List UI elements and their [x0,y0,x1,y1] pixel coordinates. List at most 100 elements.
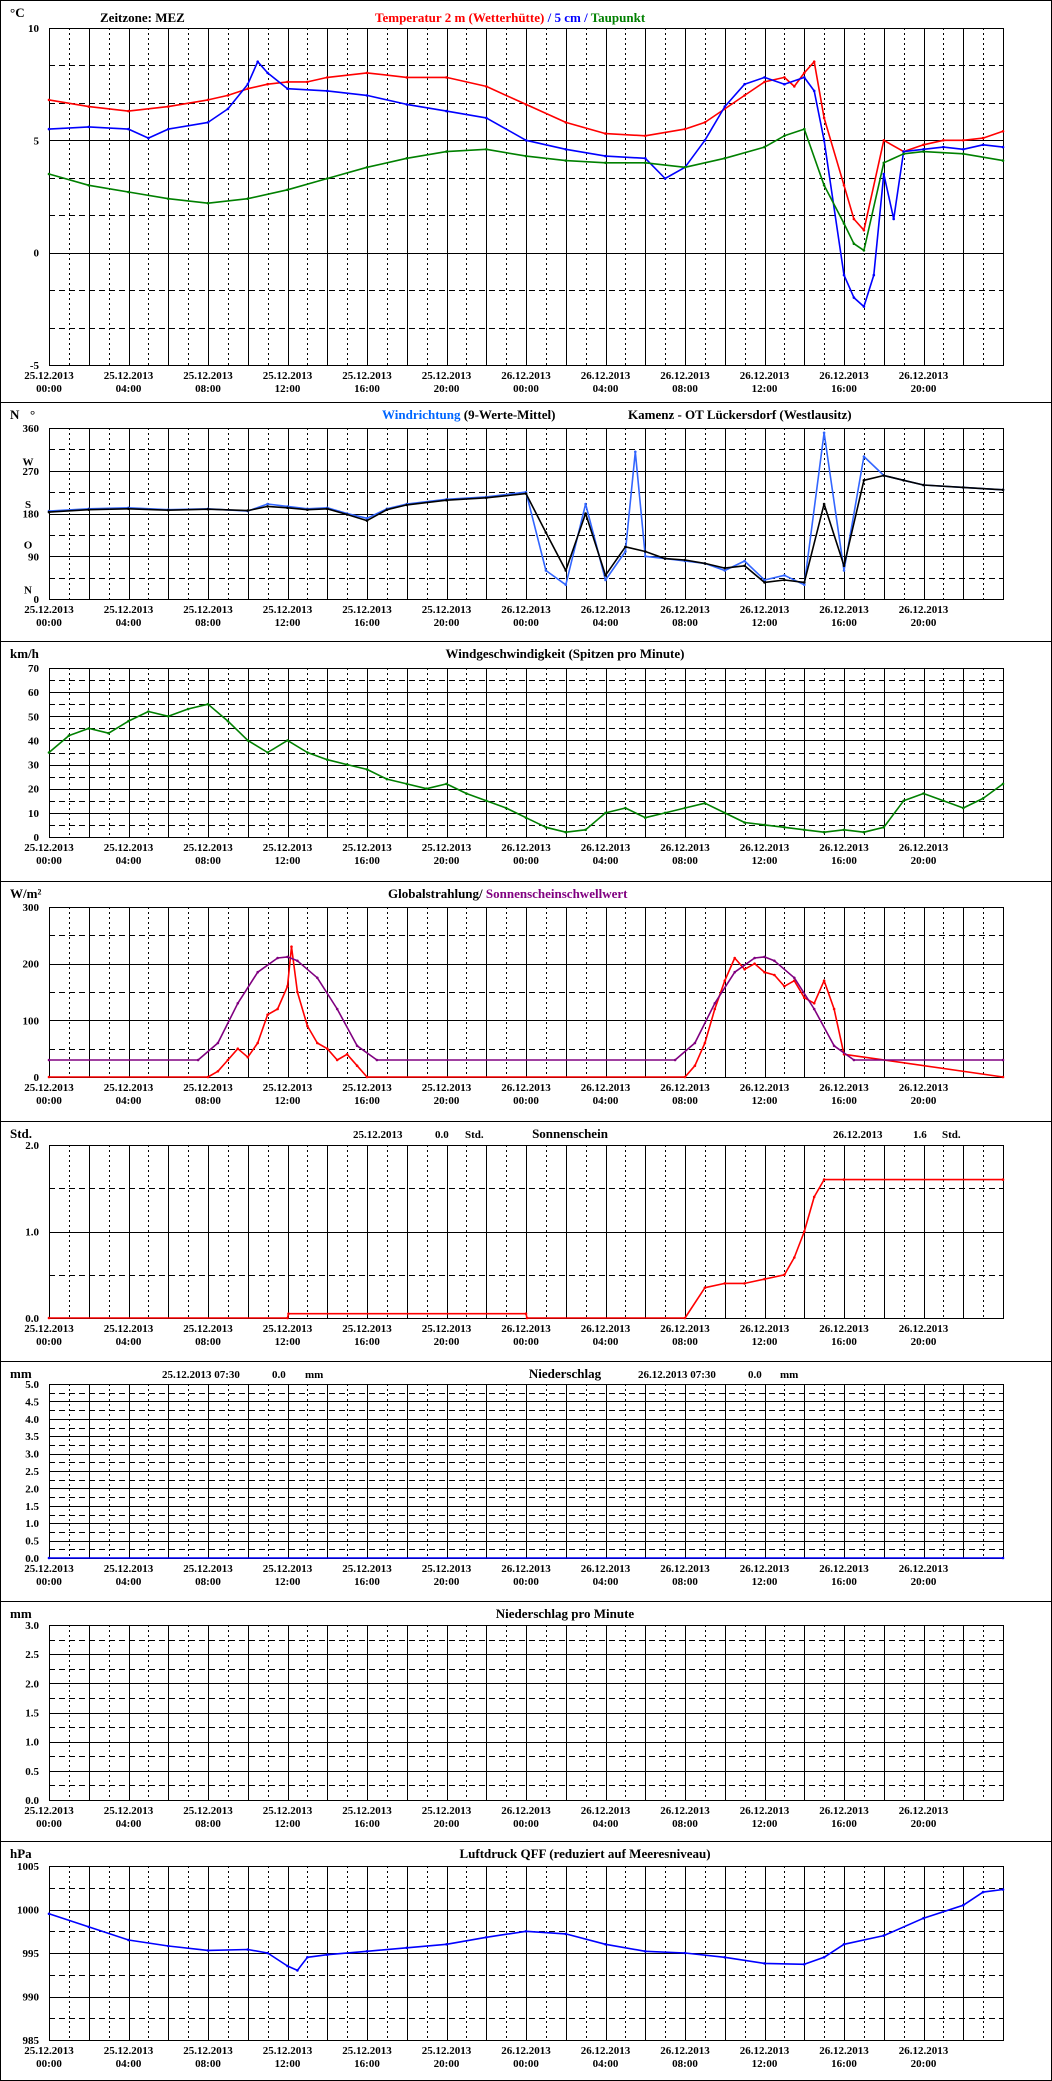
y-tick-label: 985 [23,2035,40,2047]
data-point [286,1964,289,1968]
day-total-unit: Std. [942,1129,961,1141]
x-tick-time: 04:00 [116,1095,142,1107]
x-tick-time: 04:00 [593,2058,619,2070]
series-luftdruck-qff [47,1888,1005,1972]
data-point [405,503,409,507]
data-point [67,734,71,737]
series-9-werte-mittel [47,474,1005,584]
data-point [763,578,766,582]
series-sonnenschein [47,1178,1005,1320]
data-point [663,557,667,560]
x-tick-time: 04:00 [593,1095,619,1107]
plot-frame [49,428,1004,600]
data-point [147,136,150,140]
x-tick-date: 25.12.2013 [183,1563,233,1575]
y-tick-label: 2.0 [25,1140,39,1152]
x-tick-date: 26.12.2013 [819,1082,869,1094]
chart-title-part: 5 cm [554,10,581,25]
data-point [892,217,895,221]
data-point [326,1047,329,1050]
data-point [326,89,329,93]
chart-title-part: Windrichtung [382,407,461,422]
data-point [236,1002,240,1005]
data-point [246,197,250,200]
data-point [604,132,607,135]
data-point [703,562,707,565]
x-tick-time: 08:00 [195,383,221,395]
data-point [445,76,448,79]
y-tick-label: 360 [23,423,40,435]
data-point [405,76,409,79]
x-tick-time: 04:00 [116,617,142,629]
day-total-value: 0.0 [435,1129,449,1141]
x-tick-time: 20:00 [911,855,937,867]
y-unit-label: °C [10,5,25,20]
x-tick-date: 25.12.2013 [24,1805,74,1817]
series-line [48,1888,1004,1972]
data-point [842,569,846,572]
data-point [87,184,91,187]
data-point [524,139,528,142]
data-point [1001,1075,1005,1079]
data-point [196,1058,200,1062]
x-tick-time: 00:00 [36,1818,62,1830]
x-tick-date: 25.12.2013 [342,1082,392,1094]
data-point [167,508,170,512]
x-tick-date: 25.12.2013 [104,1805,154,1817]
chart-title-part: Taupunkt [591,10,646,25]
x-tick-time: 16:00 [831,2058,857,2070]
data-point [206,201,210,205]
x-tick-time: 20:00 [911,1818,937,1830]
x-tick-date: 25.12.2013 [422,604,472,616]
data-point [365,517,369,520]
data-point [773,973,776,977]
data-point [216,1070,220,1073]
data-point [246,82,250,86]
data-point [763,1277,766,1281]
x-tick-date: 26.12.2013 [501,370,551,382]
data-point [803,71,806,75]
plot-frame [49,28,1004,366]
data-point [385,777,389,781]
data-point [743,564,746,568]
y-tick-label: 1.0 [25,1737,39,1749]
x-tick-time: 00:00 [513,1095,539,1107]
x-tick-date: 26.12.2013 [819,2045,869,2057]
data-point [962,139,965,142]
x-tick-date: 25.12.2013 [263,1323,313,1335]
y-tick-label: 0.5 [25,1536,39,1548]
data-point [326,507,329,511]
x-tick-time: 16:00 [354,855,380,867]
x-tick-date: 25.12.2013 [422,1805,472,1817]
data-point [783,134,786,138]
y-tick-label: 40 [28,735,40,747]
x-tick-time: 20:00 [434,617,460,629]
data-point [226,1058,230,1062]
x-tick-time: 16:00 [831,1095,857,1107]
x-tick-date: 25.12.2013 [183,842,233,854]
data-point [793,976,796,980]
data-point [783,826,786,829]
data-point [743,968,746,971]
data-point [1001,130,1005,133]
data-point [485,85,488,88]
data-point [842,1943,846,1946]
data-point [365,768,369,771]
x-tick-date: 26.12.2013 [740,1323,790,1335]
y-tick-label: 0.0 [25,1795,39,1807]
data-point [753,962,756,965]
series-taupunkt [47,127,1005,252]
data-point [743,82,746,86]
data-point [822,1956,826,1959]
data-point [445,150,448,153]
data-point [882,172,886,176]
data-point [287,1312,290,1315]
data-point [385,508,389,512]
data-point [206,702,210,706]
x-tick-time: 08:00 [195,1336,221,1348]
data-point [524,1312,528,1315]
data-point [306,80,309,84]
data-point [822,431,826,435]
data-point [812,1007,816,1011]
